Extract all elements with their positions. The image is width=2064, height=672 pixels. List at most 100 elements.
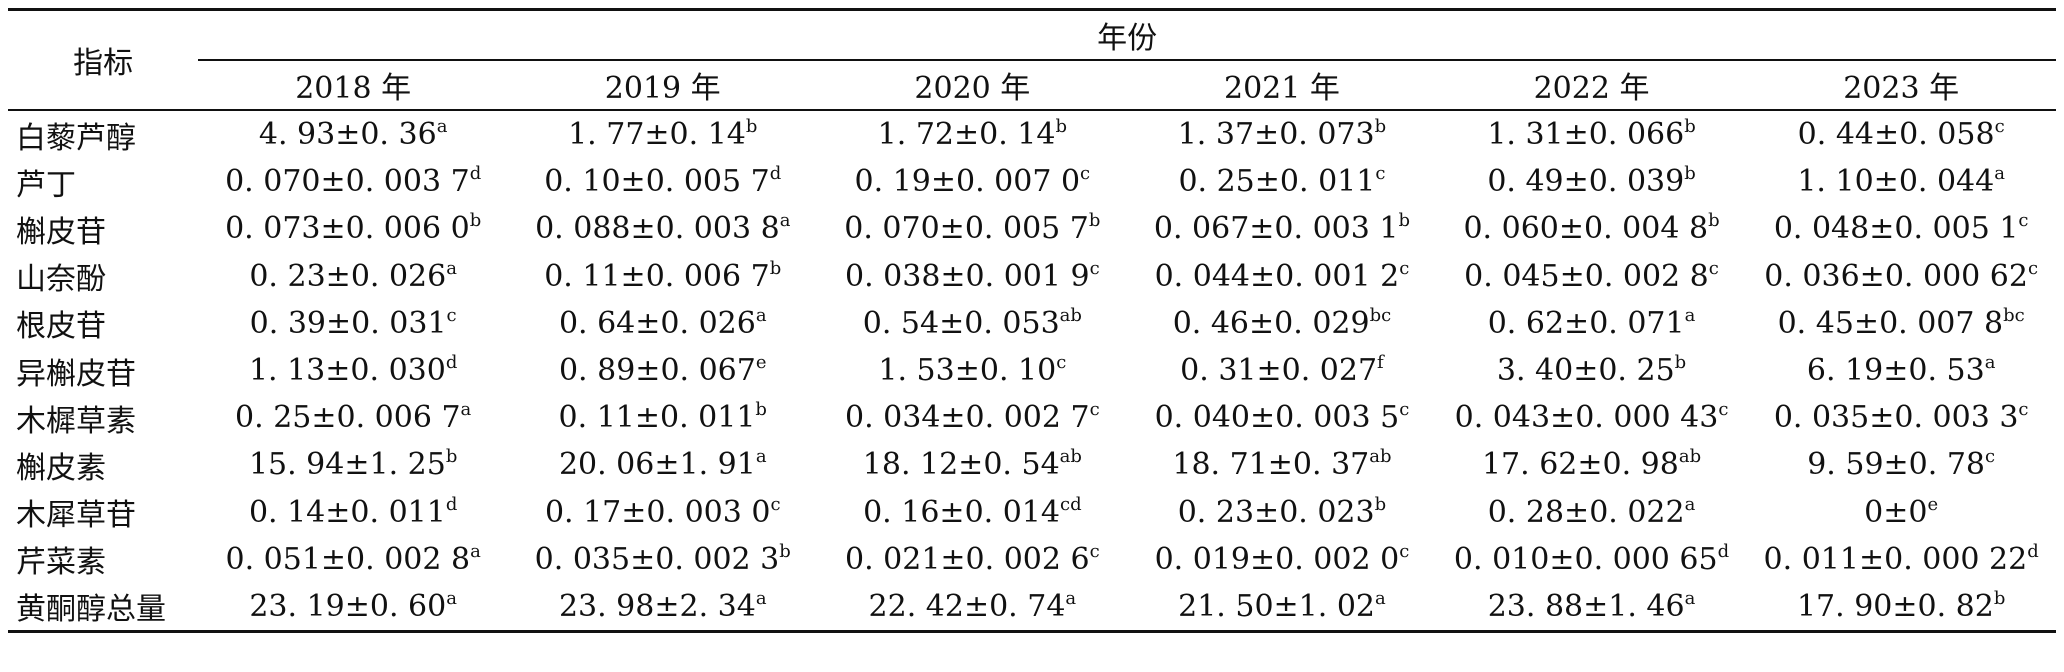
significance-letter: c <box>1985 446 1996 468</box>
table-cell: 15. 94±1. 25b <box>198 441 508 488</box>
year-header-2018: 2018 年 <box>198 60 508 111</box>
table-cell: 0. 11±0. 011b <box>508 394 818 441</box>
significance-letter: c <box>2018 399 2029 421</box>
significance-letter: b <box>1684 116 1696 138</box>
significance-letter: b <box>1993 587 2006 609</box>
year-group-header: 年份 <box>198 8 2056 61</box>
row-label: 黄酮醇总量 <box>8 582 199 634</box>
significance-letter: b <box>1055 116 1068 138</box>
row-label: 芦丁 <box>16 167 76 203</box>
table-cell: 0. 62±0. 071a <box>1437 300 1747 347</box>
significance-letter: d <box>2027 540 2039 562</box>
cell-value: 0. 019±0. 002 0 <box>1154 541 1400 577</box>
table-cell: 0. 45±0. 007 8bc <box>1746 300 2056 347</box>
cell-value: 0. 39±0. 031 <box>249 305 447 341</box>
table-cell: 0. 043±0. 000 43c <box>1437 394 1747 441</box>
table-row: 白藜芦醇 4. 93±0. 36a 1. 77±0. 14b 1. 72±0. 14b… <box>8 110 2056 158</box>
table-cell: 23. 98±2. 34a <box>507 582 818 634</box>
cell-value: 3. 40±0. 25 <box>1496 353 1675 389</box>
significance-letter: a <box>1684 493 1696 515</box>
table-cell: 21. 50±1. 02a <box>1127 582 1437 634</box>
cell-value: 20. 06±1. 91 <box>558 447 756 483</box>
table-cell: 0. 048±0. 005 1c <box>1746 205 2056 252</box>
significance-letter: c <box>1080 163 1091 185</box>
row-label: 木犀草苷 <box>16 498 136 534</box>
row-label: 槲皮苷 <box>16 214 106 250</box>
cell-value: 0. 010±0. 000 65 <box>1453 541 1718 577</box>
table-cell: 1. 53±0. 10c <box>818 347 1128 394</box>
significance-letter: f <box>1377 352 1384 374</box>
table-cell: 1. 31±0. 066b <box>1437 110 1747 158</box>
cell-value: 9. 59±0. 78 <box>1807 447 1986 483</box>
cell-value: 1. 77±0. 14 <box>568 117 746 153</box>
cell-value: 0. 25±0. 006 7 <box>235 400 461 436</box>
cell-value: 0. 070±0. 005 7 <box>844 211 1089 247</box>
significance-letter: e <box>755 352 767 374</box>
significance-letter: b <box>1374 493 1387 515</box>
significance-letter: b <box>1374 116 1387 138</box>
row-label: 根皮苷 <box>16 309 106 345</box>
table-cell: 4. 93±0. 36a <box>198 110 508 158</box>
significance-letter: c <box>1089 540 1100 562</box>
cell-value: 0. 034±0. 002 7 <box>844 400 1090 436</box>
significance-letter: a <box>755 304 767 326</box>
cell-value: 0. 073±0. 006 0 <box>225 211 470 247</box>
year-header-2022: 2022 年 <box>1436 60 1747 111</box>
significance-letter: c <box>2027 257 2039 279</box>
table-cell: 0. 010±0. 000 65d <box>1437 536 1747 583</box>
table-cell: 0. 035±0. 003 3c <box>1746 394 2056 441</box>
cell-value: 0. 044±0. 001 2 <box>1154 258 1400 294</box>
significance-letter: c <box>1718 399 1729 421</box>
table-cell: 0. 23±0. 023b <box>1127 489 1437 536</box>
table-cell: 23. 19±0. 60a <box>198 582 508 634</box>
cell-value: 17. 62±0. 98 <box>1481 447 1679 483</box>
table-cell: 0. 044±0. 001 2c <box>1127 253 1437 300</box>
table-row: 木樨草素 0. 25±0. 006 7a 0. 11±0. 011b 0. 034±0… <box>8 394 2056 441</box>
table-row: 根皮苷 0. 39±0. 031c 0. 64±0. 026a 0. 54±0. 05… <box>8 300 2056 347</box>
table-cell: 0. 060±0. 004 8b <box>1437 205 1747 252</box>
cell-value: 0. 44±0. 058 <box>1797 117 1995 153</box>
table-cell: 0. 073±0. 006 0b <box>198 205 508 252</box>
row-label: 山奈酚 <box>16 262 106 298</box>
cell-value: 22. 42±0. 74 <box>868 588 1066 624</box>
table-cell: 0. 25±0. 011c <box>1127 158 1437 205</box>
table-cell: 17. 90±0. 82b <box>1746 582 2056 634</box>
cell-value: 1. 10±0. 044 <box>1797 164 1995 200</box>
cell-value: 0. 035±0. 003 3 <box>1773 400 2019 436</box>
table-cell: 0. 021±0. 002 6c <box>818 536 1128 583</box>
row-label: 木樨草素 <box>16 403 136 439</box>
cell-value: 18. 12±0. 54 <box>862 447 1060 483</box>
cell-value: 0. 31±0. 027 <box>1180 353 1378 389</box>
cell-value: 0. 89±0. 067 <box>558 353 756 389</box>
significance-letter: b <box>469 210 482 232</box>
significance-letter: bc <box>2003 304 2025 326</box>
significance-letter: ab <box>1059 446 1082 468</box>
table-cell: 0. 31±0. 027f <box>1127 347 1437 394</box>
table-cell: 6. 19±0. 53a <box>1746 347 2056 394</box>
cell-value: 0. 17±0. 003 0 <box>544 494 771 530</box>
table-cell: 0. 034±0. 002 7c <box>818 394 1128 441</box>
significance-letter: b <box>1398 210 1410 232</box>
table-row: 木犀草苷 0. 14±0. 011d 0. 17±0. 003 0c 0. 16±0.… <box>8 489 2056 536</box>
significance-letter: a <box>1375 587 1386 609</box>
table-cell: 1. 10±0. 044a <box>1746 158 2056 205</box>
table-row: 异槲皮苷 1. 13±0. 030d 0. 89±0. 067e 1. 53±0. 1… <box>8 347 2056 394</box>
significance-letter: d <box>1717 540 1730 562</box>
cell-value: 23. 19±0. 60 <box>249 588 447 624</box>
significance-letter: a <box>470 540 481 562</box>
table-row: 槲皮素 15. 94±1. 25b 20. 06±1. 91a 18. 12±0. 5… <box>8 441 2056 488</box>
cell-value: 17. 90±0. 82 <box>1796 588 1994 624</box>
table-cell: 3. 40±0. 25b <box>1437 347 1747 394</box>
table-cell: 0. 045±0. 002 8c <box>1437 253 1747 300</box>
cell-value: 0. 45±0. 007 8 <box>1777 305 2004 341</box>
significance-letter: a <box>1065 587 1077 609</box>
significance-letter: a <box>436 116 448 138</box>
significance-letter: c <box>1375 163 1386 185</box>
table-cell: 0. 011±0. 000 22d <box>1746 536 2056 583</box>
significance-letter: bc <box>1369 304 1392 326</box>
cell-value: 0. 011±0. 000 22 <box>1763 541 2028 577</box>
significance-letter: c <box>1994 116 2005 138</box>
significance-letter: a <box>755 446 767 468</box>
row-label: 芹菜素 <box>16 545 106 581</box>
table-cell: 0. 14±0. 011d <box>198 489 508 536</box>
